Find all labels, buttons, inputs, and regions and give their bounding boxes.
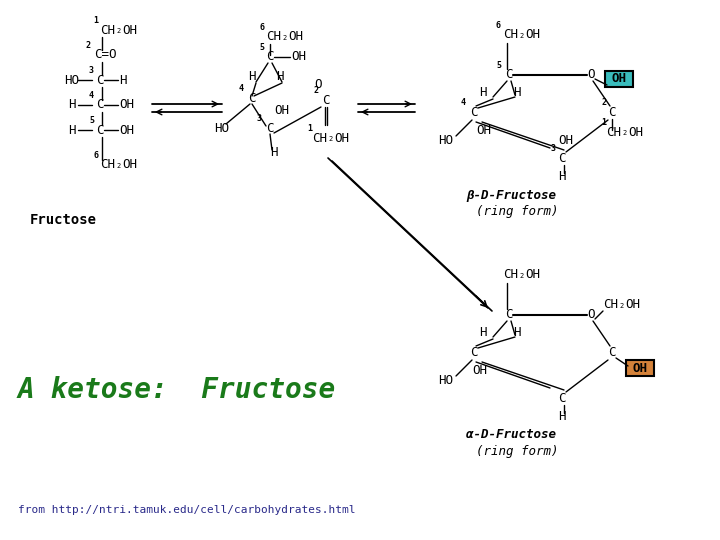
Text: CH: CH — [606, 125, 621, 138]
Text: H: H — [558, 170, 566, 183]
Text: CH: CH — [100, 159, 115, 172]
Text: 2: 2 — [519, 33, 523, 39]
Text: OH: OH — [625, 299, 640, 312]
Text: C: C — [558, 152, 565, 165]
Text: OH: OH — [632, 361, 647, 375]
Text: OH: OH — [122, 159, 137, 172]
Text: 1: 1 — [93, 16, 98, 25]
Text: 3: 3 — [551, 144, 556, 153]
Text: 6: 6 — [259, 23, 264, 32]
Text: OH: OH — [525, 29, 540, 42]
Text: CH: CH — [100, 24, 115, 37]
Text: C: C — [608, 346, 616, 359]
Text: 1: 1 — [601, 118, 606, 127]
Text: OH: OH — [334, 132, 349, 145]
Text: OH: OH — [525, 268, 540, 281]
Text: 3: 3 — [89, 66, 94, 75]
Text: C: C — [505, 308, 513, 321]
Text: 2: 2 — [328, 136, 332, 142]
Text: H: H — [480, 86, 487, 99]
Text: 2: 2 — [601, 98, 606, 107]
Text: H: H — [270, 145, 277, 159]
Bar — [626, 360, 654, 376]
Text: C: C — [248, 91, 256, 105]
Text: OH: OH — [122, 24, 137, 37]
Text: 2: 2 — [282, 35, 287, 41]
Text: 1: 1 — [307, 124, 312, 133]
Text: H: H — [558, 409, 566, 422]
Text: OH: OH — [611, 72, 626, 85]
Text: 3: 3 — [257, 114, 262, 123]
Text: 2: 2 — [619, 303, 624, 309]
Text: H: H — [119, 73, 127, 86]
Text: OH: OH — [472, 363, 487, 376]
Text: 5: 5 — [259, 43, 264, 52]
Text: C: C — [505, 69, 513, 82]
Text: 6: 6 — [93, 151, 98, 160]
Text: OH: OH — [291, 51, 306, 64]
Text: HO: HO — [64, 73, 79, 86]
Text: OH: OH — [274, 104, 289, 117]
Text: 4: 4 — [89, 91, 94, 100]
Text: OH: OH — [119, 98, 134, 111]
Text: H: H — [513, 327, 521, 340]
Text: C: C — [266, 122, 274, 134]
Text: 4: 4 — [461, 98, 466, 107]
Text: C: C — [266, 51, 274, 64]
Text: CH: CH — [503, 268, 518, 281]
Text: OH: OH — [558, 133, 573, 146]
Text: β-D-Fructose: β-D-Fructose — [466, 188, 556, 201]
Text: C: C — [322, 93, 330, 106]
Text: (ring form): (ring form) — [476, 446, 559, 458]
Text: A ketose:  Fructose: A ketose: Fructose — [18, 376, 336, 404]
Text: C: C — [96, 73, 104, 86]
Text: O: O — [587, 69, 595, 82]
Text: O: O — [314, 78, 322, 91]
Text: 2: 2 — [519, 273, 523, 279]
Text: H: H — [513, 86, 521, 99]
Text: 5: 5 — [89, 116, 94, 125]
Text: C: C — [558, 392, 565, 404]
Text: 4: 4 — [239, 84, 244, 93]
Text: (ring form): (ring form) — [476, 206, 559, 219]
Text: HO: HO — [438, 133, 453, 146]
Text: HO: HO — [438, 374, 453, 387]
Bar — [605, 71, 633, 87]
Text: 6: 6 — [496, 21, 501, 30]
Text: CH: CH — [503, 29, 518, 42]
Text: H: H — [68, 124, 76, 137]
Text: H: H — [276, 70, 284, 83]
Text: from http://ntri.tamuk.edu/cell/carbohydrates.html: from http://ntri.tamuk.edu/cell/carbohyd… — [18, 505, 356, 515]
Text: 2: 2 — [116, 28, 120, 34]
Text: α-D-Fructose: α-D-Fructose — [466, 429, 556, 442]
Text: C: C — [96, 124, 104, 137]
Text: OH: OH — [119, 124, 134, 137]
Text: OH: OH — [476, 124, 491, 137]
Text: H: H — [68, 98, 76, 111]
Text: C: C — [608, 105, 616, 118]
Text: 2: 2 — [85, 41, 90, 50]
Text: 2: 2 — [313, 86, 318, 95]
Text: C: C — [96, 98, 104, 111]
Text: HO: HO — [214, 122, 229, 134]
Text: CH: CH — [603, 299, 618, 312]
Text: Fructose: Fructose — [30, 213, 97, 227]
Text: 2: 2 — [622, 130, 626, 136]
Text: CH: CH — [312, 132, 327, 145]
Text: C=O: C=O — [94, 49, 117, 62]
Text: C: C — [470, 105, 477, 118]
Text: 5: 5 — [496, 61, 501, 70]
Text: H: H — [480, 327, 487, 340]
Text: 2: 2 — [116, 163, 120, 169]
Text: C: C — [470, 346, 477, 359]
Text: O: O — [587, 308, 595, 321]
Text: OH: OH — [628, 125, 643, 138]
Text: H: H — [248, 70, 256, 83]
Text: OH: OH — [288, 30, 303, 44]
Text: CH: CH — [266, 30, 281, 44]
